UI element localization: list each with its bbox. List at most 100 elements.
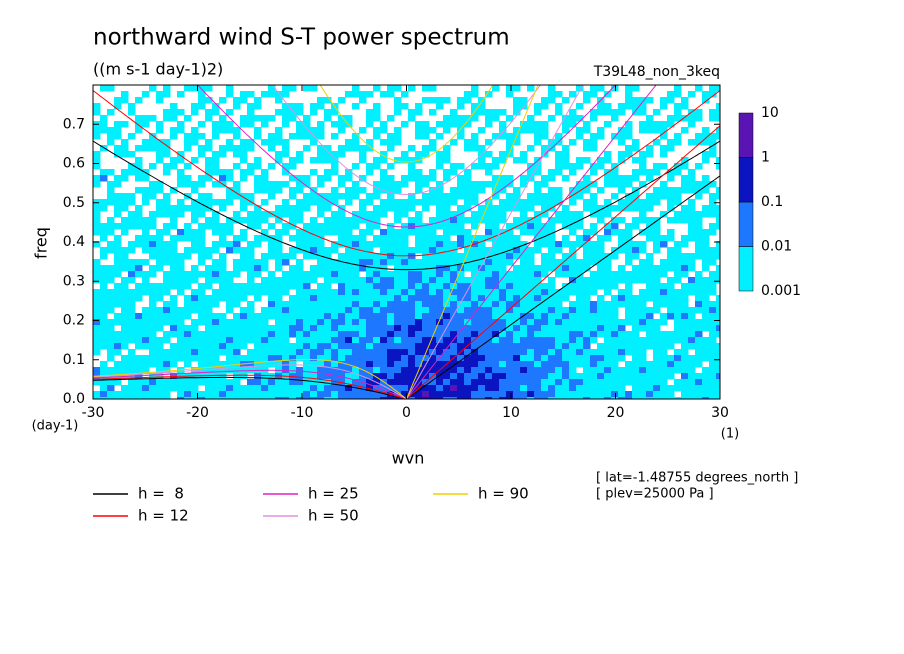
contour-cell [590, 163, 598, 170]
contour-cell [569, 355, 577, 362]
contour-cell [345, 379, 353, 386]
contour-cell [254, 187, 262, 194]
contour-cell [352, 133, 360, 140]
contour-cell [373, 355, 381, 362]
contour-cell [324, 337, 332, 344]
contour-cell [429, 277, 437, 284]
contour-cell [359, 343, 367, 350]
contour-cell [548, 217, 556, 224]
contour-cell [240, 217, 248, 224]
contour-cell [506, 391, 514, 398]
contour-cell [310, 391, 318, 398]
contour-cell [226, 91, 234, 98]
contour-cell [317, 229, 325, 236]
contour-cell [114, 271, 122, 278]
contour-cell [317, 175, 325, 182]
colorbar-label: 0.1 [761, 194, 783, 210]
contour-cell [555, 367, 563, 374]
contour-cell [240, 115, 248, 122]
contour-cell [359, 325, 367, 332]
contour-cell [681, 331, 689, 338]
contour-cell [205, 349, 213, 356]
contour-cell [408, 271, 416, 278]
contour-cell [548, 241, 556, 248]
contour-cell [233, 271, 241, 278]
contour-cell [604, 151, 612, 158]
contour-cell [261, 331, 269, 338]
contour-cell [646, 199, 654, 206]
contour-cell [506, 361, 514, 368]
colorbar-label: 0.01 [761, 239, 792, 255]
contour-cell [485, 343, 493, 350]
contour-cell [555, 289, 563, 296]
contour-cell [709, 271, 717, 278]
contour-cell [702, 127, 710, 134]
contour-cell [681, 295, 689, 302]
contour-cell [464, 331, 472, 338]
contour-cell [534, 121, 542, 128]
contour-cell [331, 325, 339, 332]
contour-cell [611, 385, 619, 392]
contour-cell [513, 157, 521, 164]
contour-cell [324, 229, 332, 236]
rossby-curve [93, 369, 407, 399]
contour-cell [107, 271, 115, 278]
contour-cell [198, 193, 206, 200]
contour-cell [380, 139, 388, 146]
contour-cell [331, 331, 339, 338]
contour-cell [457, 175, 465, 182]
contour-cell [149, 319, 157, 326]
contour-cell [583, 175, 591, 182]
contour-cell [639, 169, 647, 176]
gravity-curve [319, 85, 494, 163]
contour-cell [569, 385, 577, 392]
contour-cell [212, 241, 220, 248]
contour-cell [632, 265, 640, 272]
contour-cell [562, 367, 570, 374]
contour-cell [709, 277, 717, 284]
contour-cell [471, 385, 479, 392]
contour-cell [212, 391, 220, 398]
contour-cell [653, 349, 661, 356]
contour-cell [142, 385, 150, 392]
contour-cell [639, 229, 647, 236]
contour-cell [555, 295, 563, 302]
contour-cell [506, 295, 514, 302]
contour-cell [548, 301, 556, 308]
contour-cell [576, 211, 584, 218]
contour-cell [429, 391, 437, 398]
contour-cell [541, 265, 549, 272]
contour-cell [93, 325, 101, 332]
contour-cell [569, 229, 577, 236]
contour-cell [436, 97, 444, 104]
contour-cell [247, 337, 255, 344]
contour-cell [541, 391, 549, 398]
contour-cell [590, 301, 598, 308]
contour-cell [471, 253, 479, 260]
contour-cell [422, 199, 430, 206]
contour-cell [352, 247, 360, 254]
contour-cell [212, 151, 220, 158]
contour-cell [681, 343, 689, 350]
contour-cell [429, 283, 437, 290]
contour-cell [247, 241, 255, 248]
contour-cell [583, 289, 591, 296]
contour-cell [562, 175, 570, 182]
contour-cell [681, 115, 689, 122]
contour-cell [569, 115, 577, 122]
contour-cell [338, 349, 346, 356]
contour-cell [569, 199, 577, 206]
contour-cell [289, 205, 297, 212]
contour-cell [170, 331, 178, 338]
contour-cell [443, 379, 451, 386]
contour-cell [331, 241, 339, 248]
contour-cell [212, 385, 220, 392]
contour-cell [478, 367, 486, 374]
contour-cell [338, 235, 346, 242]
contour-cell [471, 367, 479, 374]
contour-cell [527, 283, 535, 290]
contour-cell [702, 211, 710, 218]
contour-cell [128, 211, 136, 218]
contour-cell [219, 343, 227, 350]
contour-cell [226, 343, 234, 350]
